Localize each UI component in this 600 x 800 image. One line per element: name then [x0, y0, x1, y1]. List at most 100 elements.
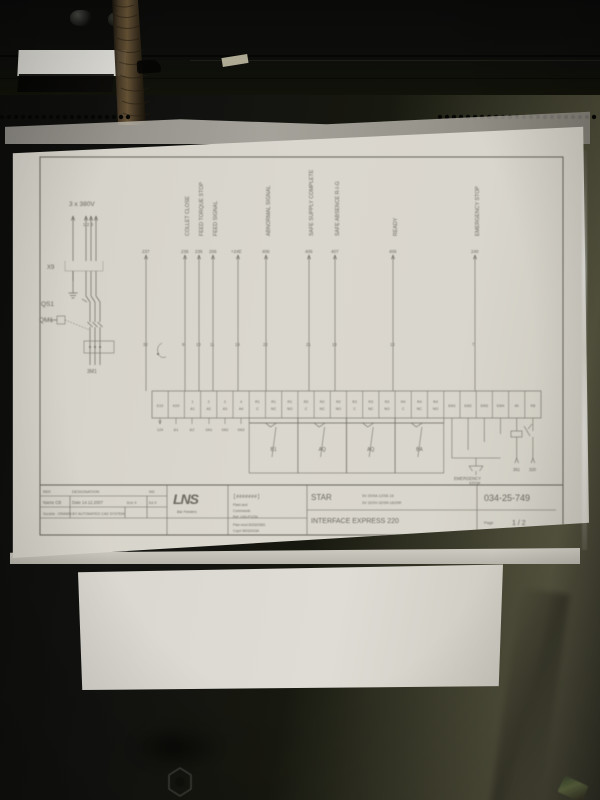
svg-text:A2: A2 [206, 407, 210, 411]
svg-text:DESIGNATION: DESIGNATION [72, 489, 99, 494]
svg-text:EMERGENCY STOP: EMERGENCY STOP [475, 186, 481, 236]
svg-text:034-25-749: 034-25-749 [484, 493, 530, 503]
svg-text:AQ: AQ [367, 447, 374, 453]
svg-text:NC: NC [417, 407, 423, 411]
svg-text:1: 1 [192, 400, 194, 404]
svg-text:STAR: STAR [311, 493, 332, 502]
svg-text:240: 240 [471, 249, 479, 254]
svg-text:4: 4 [240, 400, 242, 404]
svg-text:SAFE SUPPLY COMPLETE: SAFE SUPPLY COMPLETE [309, 169, 315, 236]
svg-text:NO: NO [384, 407, 390, 411]
svg-text:&2: &2 [190, 428, 195, 432]
svg-text:FEED SIGNAL: FEED SIGNAL [213, 201, 219, 236]
svg-text:Ed X: Ed X [149, 501, 157, 505]
svg-text:R4: R4 [417, 400, 422, 404]
svg-text:[#######]: [#######] [233, 494, 260, 500]
svg-text:1 2 3: 1 2 3 [83, 222, 94, 227]
svg-text:C: C [353, 407, 356, 411]
svg-text:406: 406 [305, 249, 313, 254]
svg-text:Societe : DRAWN BY AUTOMATED C: Societe : DRAWN BY AUTOMATED CAD SYSTEM [43, 512, 125, 516]
svg-text:0A1: 0A1 [206, 428, 213, 432]
svg-text:NO: NO [433, 407, 439, 411]
svg-text:R3: R3 [352, 400, 357, 404]
svg-text:+24E: +24E [231, 249, 242, 254]
svg-text:236: 236 [181, 249, 189, 254]
svg-text:R2: R2 [304, 400, 309, 404]
svg-text:E10: E10 [157, 404, 163, 408]
svg-text:B1: B1 [271, 447, 277, 453]
svg-text:INTERFACE EXPRESS 220: INTERFACE EXPRESS 220 [311, 518, 399, 525]
svg-text:18: 18 [332, 342, 337, 347]
svg-text:Ech X: Ech X [127, 501, 137, 505]
svg-text:FEED TORQUE STOP: FEED TORQUE STOP [199, 182, 205, 236]
svg-text:R2: R2 [336, 400, 341, 404]
svg-text:10: 10 [390, 342, 395, 347]
svg-text:Page: Page [484, 520, 494, 525]
svg-text:R4: R4 [433, 400, 438, 404]
svg-text:Copri 390324164: Copri 390324164 [233, 529, 259, 533]
svg-text:R2: R2 [320, 400, 325, 404]
svg-text:9: 9 [182, 342, 185, 347]
svg-text:QS1: QS1 [41, 301, 54, 308]
svg-text:A3: A3 [223, 407, 227, 411]
svg-text:COLLET CLOSE: COLLET CLOSE [185, 196, 191, 236]
svg-text:EM4: EM4 [497, 404, 504, 408]
svg-text:19: 19 [235, 342, 240, 347]
svg-text:22: 22 [263, 342, 268, 347]
svg-text:EM3: EM3 [481, 404, 488, 408]
svg-text:R1: R1 [287, 400, 292, 404]
svg-text:R3: R3 [385, 400, 390, 404]
svg-text:R1: R1 [255, 400, 260, 404]
svg-text:A4: A4 [239, 407, 243, 411]
svg-text:ABNORMAL SIGNAL: ABNORMAL SIGNAL [266, 186, 272, 236]
svg-text:3: 3 [224, 400, 226, 404]
svg-text:124: 124 [157, 428, 163, 432]
svg-text:206: 206 [209, 249, 217, 254]
svg-text:32: 32 [143, 342, 148, 347]
svg-text:NO: NO [336, 407, 342, 411]
svg-text:X9: X9 [47, 265, 55, 271]
svg-text:361: 361 [513, 467, 521, 472]
svg-text:2: 2 [208, 400, 210, 404]
svg-text:Ref. LNS-P1234: Ref. LNS-P1234 [233, 515, 258, 519]
svg-text:237: 237 [142, 249, 150, 254]
svg-text:21: 21 [306, 342, 311, 347]
svg-text:REF.: REF. [43, 489, 52, 494]
svg-text:R3: R3 [368, 400, 373, 404]
svg-text:3 x 380V: 3 x 380V [69, 201, 95, 208]
svg-text:SV 32/SV-32/SR-16/20R: SV 32/SV-32/SR-16/20R [362, 501, 402, 505]
svg-text:407: 407 [331, 249, 339, 254]
svg-text:AQ: AQ [319, 447, 326, 453]
svg-text:R4: R4 [401, 400, 406, 404]
svg-text:C: C [256, 407, 259, 411]
svg-text:NC: NC [368, 407, 374, 411]
svg-text:LNS: LNS [173, 491, 200, 507]
svg-text:Plant and: Plant and [233, 503, 247, 507]
svg-text:1 / 2: 1 / 2 [512, 520, 526, 527]
svg-text:406: 406 [389, 249, 397, 254]
svg-text:QM1: QM1 [39, 317, 53, 324]
svg-text:236: 236 [195, 249, 203, 254]
svg-text:IND: IND [149, 490, 155, 494]
svg-text:A1: A1 [190, 407, 194, 411]
svg-text:3M1: 3M1 [87, 369, 97, 375]
svg-text:11: 11 [210, 342, 215, 347]
svg-text:SAFE ABSENCE R-I-G: SAFE ABSENCE R-I-G [335, 181, 341, 236]
svg-text:406: 406 [262, 249, 270, 254]
svg-text:Name CB: Name CB [43, 500, 61, 505]
svg-text:BA: BA [416, 447, 423, 453]
svg-text:C: C [305, 407, 308, 411]
svg-text:R8: R8 [531, 404, 536, 408]
svg-text:Commands: Commands [233, 509, 251, 513]
svg-text:Date 14.12.2007: Date 14.12.2007 [72, 500, 104, 505]
svg-text:Bar Feeders: Bar Feeders [177, 510, 197, 514]
svg-text:SV 20/SA-12/SE-16: SV 20/SA-12/SE-16 [362, 494, 394, 498]
svg-text:EM1: EM1 [448, 404, 455, 408]
svg-text:READY: READY [393, 217, 399, 236]
svg-text:STOP: STOP [469, 481, 481, 486]
svg-text:K0X: K0X [173, 404, 180, 408]
svg-text:0A2: 0A2 [222, 428, 229, 432]
svg-text:C: C [402, 407, 405, 411]
svg-text:R1: R1 [271, 400, 276, 404]
svg-text:NC: NC [320, 407, 326, 411]
